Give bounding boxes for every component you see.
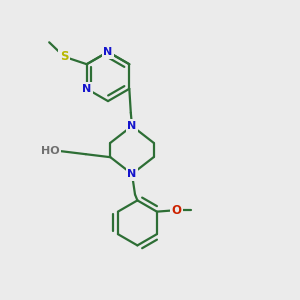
Text: N: N [128,121,136,131]
Text: N: N [128,169,136,179]
Text: N: N [103,47,112,57]
Text: S: S [60,50,68,63]
Text: HO: HO [41,146,60,156]
Text: N: N [82,84,91,94]
Text: O: O [171,204,182,217]
